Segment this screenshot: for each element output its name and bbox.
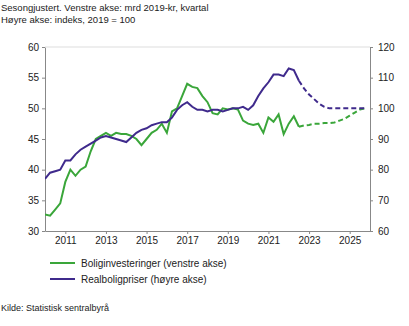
legend-swatch [50,262,75,264]
y2-axis-tick-label: 110 [378,72,394,83]
y-axis-tick: 35 [28,195,45,206]
y2-axis-tick-label: 60 [378,226,390,237]
y-axis-tick-label: 40 [28,164,40,175]
x-axis-tick-label: 2017 [177,235,200,246]
x-axis-tick: 2021 [258,231,281,246]
chart: Sesongjustert. Venstre akse: mrd 2019-kr… [0,0,409,326]
y2-axis-tick-label: 120 [378,42,395,53]
y2-axis-tick-mark [370,139,373,140]
series-line [299,81,365,109]
y2-axis-tick-mark [370,78,373,79]
x-axis-tick-mark [268,231,269,234]
legend-item: Boliginvesteringer (venstre akse) [50,258,227,269]
series-line [299,108,365,126]
y2-axis-tick-mark [370,170,373,171]
y2-axis-tick-label: 70 [378,195,390,206]
plot: 3035404550556060708090100110120201120132… [28,42,395,246]
x-axis-tick-mark [187,231,188,234]
x-axis-tick-mark [147,231,148,234]
y-axis-tick: 55 [28,72,45,83]
y2-axis-tick: 80 [370,164,390,175]
x-axis-tick-mark [309,231,310,234]
y-axis-tick-mark [42,47,45,48]
lines [45,68,365,215]
y-axis-tick: 30 [28,226,45,237]
x-axis-tick-mark [106,231,107,234]
x-axis-tick: 2025 [339,231,362,246]
legend-swatch [50,278,75,280]
y-axis-tick-label: 50 [28,103,40,114]
x-axis-tick-mark [350,231,351,234]
legend-item: Realboligpriser (høyre akse) [50,274,207,285]
y2-axis-tick: 60 [370,226,390,237]
y2-axis-tick: 70 [370,195,390,206]
y2-axis-tick: 100 [370,103,395,114]
x-axis-tick-label: 2021 [258,235,281,246]
source: Kilde: Statistisk sentralbyrå [1,303,109,313]
y2-axis-tick-label: 90 [378,134,390,145]
y-axis-tick: 40 [28,164,45,175]
x-axis-tick: 2015 [136,231,159,246]
y2-axis-tick-label: 80 [378,164,390,175]
x-axis-tick-label: 2019 [217,235,240,246]
y-axis-tick-mark [42,231,45,232]
y-axis-tick-label: 30 [28,226,40,237]
y-axis-tick-label: 45 [28,134,40,145]
y2-axis-tick: 120 [370,42,395,53]
series-line [45,68,299,178]
y-axis-tick-mark [42,78,45,79]
x-axis: 2011 2013 2015 2017 2019 2021 2023 2025 [46,231,371,246]
x-axis-tick-label: 2015 [136,235,159,246]
legend-label: Realboligpriser (høyre akse) [81,274,207,285]
y-axis-tick-mark [42,108,45,109]
y-axis-tick-label: 55 [28,72,40,83]
x-axis-tick-label: 2013 [95,235,118,246]
x-axis-line [46,231,371,232]
y-axis-tick: 60 [28,42,45,53]
x-axis-tick: 2019 [217,231,240,246]
y2-axis-tick: 90 [370,134,390,145]
y-axis-line [45,48,46,232]
y2-axis-tick-mark [370,200,373,201]
y-axis-tick-label: 60 [28,42,40,53]
y-axis-tick-mark [42,200,45,201]
y2-axis-tick-label: 100 [378,103,395,114]
y2-axis-tick-mark [370,47,373,48]
x-axis-tick-mark [65,231,66,234]
y-axis-tick: 50 [28,103,45,114]
y2-axis-tick-mark [370,108,373,109]
x-axis-tick: 2023 [298,231,321,246]
y2-axis-tick: 110 [370,72,394,83]
y-axis: 30 35 40 45 50 55 60 [28,42,46,237]
subtitle: Høyre akse: indeks, 2019 = 100 [1,14,135,25]
y-axis-tick-mark [42,170,45,171]
x-axis-tick-mark [228,231,229,234]
y2-axis: 60 70 80 90 100 110 120 [370,42,395,237]
x-axis-tick-label: 2023 [298,235,321,246]
x-axis-tick-label: 2025 [339,235,362,246]
y-axis-tick-label: 35 [28,195,40,206]
legend-label: Boliginvesteringer (venstre akse) [81,258,227,269]
y-axis-tick: 45 [28,134,45,145]
series-line [45,84,299,216]
x-axis-tick-label: 2011 [55,235,77,246]
frame-top [45,47,370,48]
x-axis-tick: 2017 [177,231,200,246]
x-axis-tick: 2011 [55,231,77,246]
y-axis-tick-mark [42,139,45,140]
title: Sesongjustert. Venstre akse: mrd 2019-kr… [1,2,209,13]
x-axis-tick: 2013 [95,231,118,246]
